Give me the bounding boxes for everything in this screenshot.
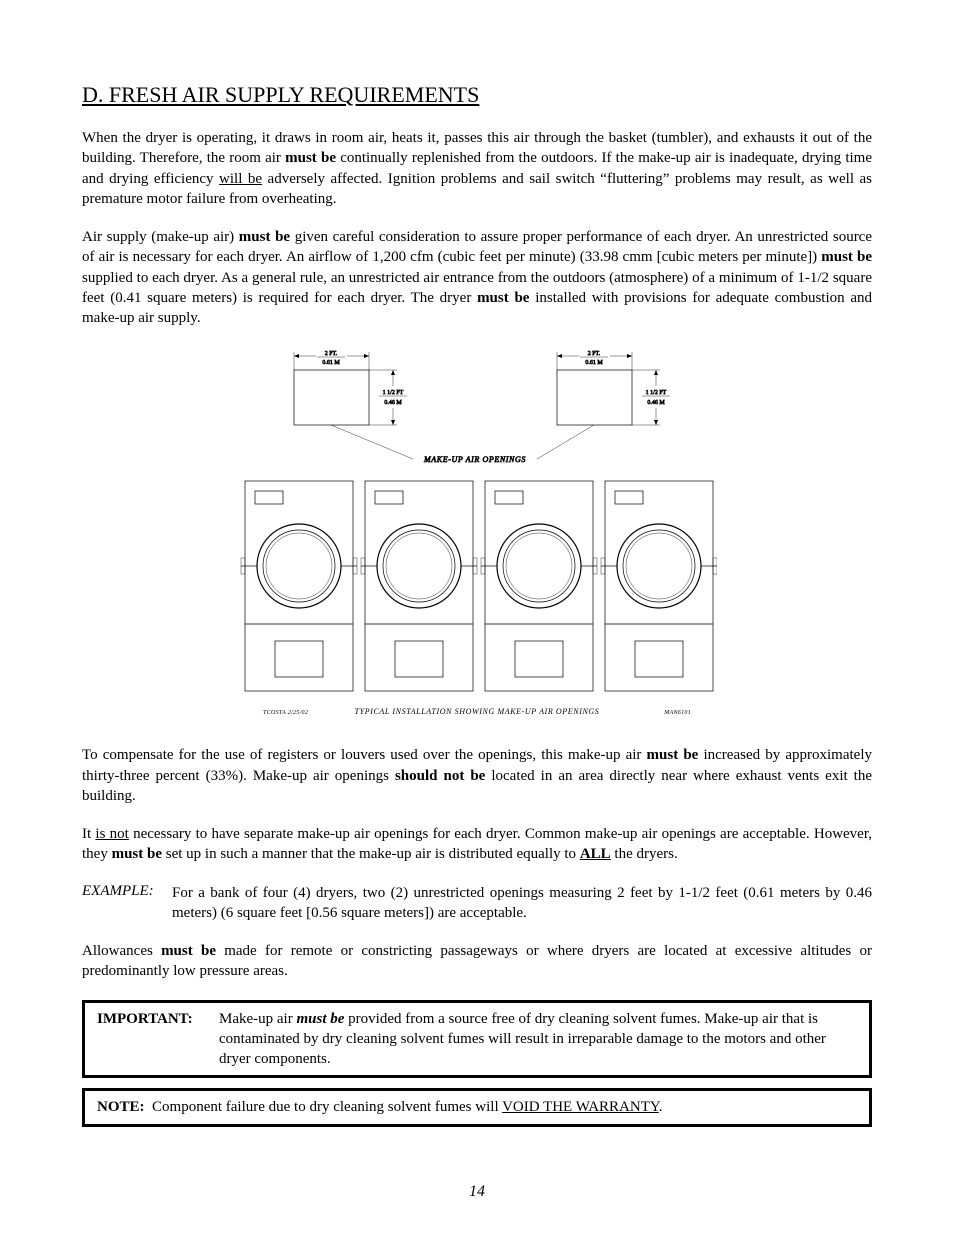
section-heading: D. FRESH AIR SUPPLY REQUIREMENTS: [82, 82, 872, 108]
p4-all: ALL: [580, 846, 611, 862]
p3-t1: To compensate for the use of registers o…: [82, 747, 647, 763]
imp-b1: must be: [296, 1011, 344, 1027]
note-box: NOTE: Component failure due to dry clean…: [82, 1088, 872, 1126]
paragraph-3: To compensate for the use of registers o…: [82, 745, 872, 806]
p1-bold-1: must be: [285, 150, 336, 166]
p5-t1: Allowances: [82, 943, 161, 959]
dim-ft-right: 2 FT.: [588, 351, 601, 357]
paragraph-5: Allowances must be made for remote or co…: [82, 941, 872, 982]
dim-side-ft-r: 1 1/2 FT: [646, 390, 667, 396]
p5-b1: must be: [161, 943, 216, 959]
label-openings: MAKE-UP AIR OPENINGS: [423, 455, 526, 464]
example-label: EXAMPLE:: [82, 883, 172, 924]
important-label: IMPORTANT:: [97, 1009, 219, 1070]
paragraph-4: It is not necessary to have separate mak…: [82, 824, 872, 865]
p2-b2: must be: [821, 249, 872, 265]
important-box: IMPORTANT: Make-up air must be provided …: [82, 1000, 872, 1079]
dim-side-ft-l: 1 1/2 FT: [383, 390, 404, 396]
p2-b3: must be: [477, 290, 529, 306]
note-t2: .: [659, 1099, 663, 1115]
p3-b1: must be: [647, 747, 699, 763]
diagram-caption: TYPICAL INSTALLATION SHOWING MAKE-UP AIR…: [355, 707, 600, 716]
diagram-rev-right: MAN6101: [663, 710, 691, 716]
p2-t1: Air supply (make-up air): [82, 229, 239, 245]
note-label: NOTE:: [97, 1099, 145, 1115]
paragraph-2: Air supply (make-up air) must be given c…: [82, 227, 872, 328]
diagram-rev-left: TCOSTA 2/25/02: [263, 710, 308, 716]
dim-m-left: 0.61 M: [322, 360, 340, 366]
example: EXAMPLE: For a bank of four (4) dryers, …: [82, 883, 872, 924]
p4-t3: set up in such a manner that the make-up…: [162, 846, 580, 862]
p4-t4: the dryers.: [611, 846, 678, 862]
p4-b1: must be: [112, 846, 162, 862]
dim-ft-left: 2 FT.: [325, 351, 338, 357]
p4-ul: is not: [95, 826, 128, 842]
dim-side-m-r: 0.46 M: [647, 400, 665, 406]
paragraph-1: When the dryer is operating, it draws in…: [82, 128, 872, 209]
p1-ul: will be: [219, 171, 262, 187]
p3-b2: should not be: [395, 768, 485, 784]
dim-side-m-l: 0.46 M: [384, 400, 402, 406]
diagram: 2 FT. 0.61 M 2 FT. 0.61 M: [237, 346, 717, 731]
imp-t1: Make-up air: [219, 1011, 296, 1027]
page-number: 14: [0, 1183, 954, 1201]
dim-m-right: 0.61 M: [585, 360, 603, 366]
example-body: For a bank of four (4) dryers, two (2) u…: [172, 883, 872, 924]
p4-t1: It: [82, 826, 95, 842]
note-t1: Component failure due to dry cleaning so…: [152, 1099, 502, 1115]
note-ul: VOID THE WARRANTY: [502, 1099, 659, 1115]
diagram-svg: 2 FT. 0.61 M 2 FT. 0.61 M: [237, 346, 717, 726]
p2-b1: must be: [239, 229, 290, 245]
page: D. FRESH AIR SUPPLY REQUIREMENTS When th…: [0, 0, 954, 1235]
